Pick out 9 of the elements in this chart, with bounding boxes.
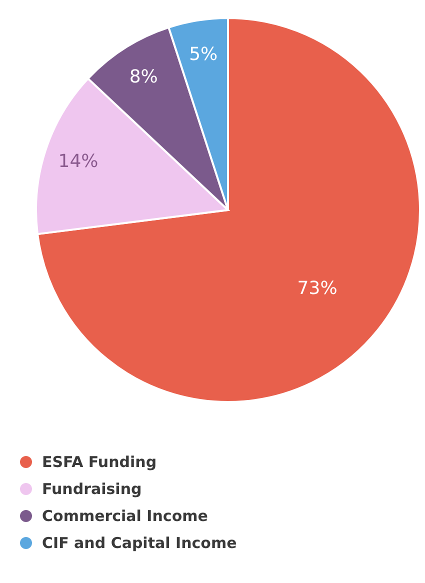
legend-label: Fundraising [42, 480, 142, 498]
pie-slice [36, 17, 421, 403]
data-label: 8% [129, 66, 158, 88]
legend-label: CIF and Capital Income [42, 534, 237, 552]
legend-label: Commercial Income [42, 507, 208, 525]
data-label: 73% [297, 278, 338, 300]
legend-label: ESFA Funding [42, 453, 157, 471]
data-label: 14% [58, 150, 98, 172]
data-label: 5% [189, 44, 218, 65]
